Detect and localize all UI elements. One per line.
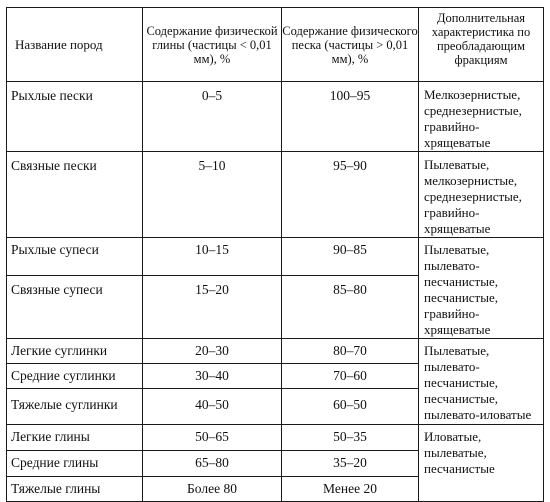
row-clay: 5–10 [142,151,282,238]
row-clay: 15–20 [142,274,282,340]
row-sand: 85–80 [281,274,419,340]
row-sand: 95–90 [281,151,419,238]
row-clay: 30–40 [142,363,282,389]
row-clay: 20–30 [142,338,282,364]
row-name: Тяжелые суглинки [6,388,143,425]
table-row: Связные супеси 15–20 85–80 [6,274,544,340]
row-clay: 50–65 [142,424,282,451]
row-clay: 0–5 [142,81,282,152]
table-row: Тяжелые суглинки 40–50 60–50 [6,388,544,425]
row-name: Легкие суглинки [6,338,143,364]
header-clay-content: Содержание физической глины (частицы < 0… [142,7,282,82]
table-header-row: Название пород Содержание физической гли… [6,7,544,82]
row-sand: 60–50 [281,388,419,425]
row-name: Тяжелые глины [6,476,143,502]
table-row: Рыхлые супеси 10–15 90–85 Пылеватые, пыл… [6,237,544,339]
desc-sandy-loams: Пылеватые, пылевато-песчанистые, песчани… [418,237,544,339]
row-clay: 65–80 [142,450,282,477]
row-name: Легкие глины [6,424,143,451]
row-sand: 70–60 [281,363,419,389]
row-sand: 50–35 [281,424,419,451]
desc-loams: Пылеватые, пылевато-песчанистые, песчани… [418,338,544,425]
desc-loose-sands: Мелкозернистые, среднезернистые, гравийн… [418,81,544,152]
desc-clays: Иловатые, пылеватые, песчанистые [418,424,544,502]
row-sand: 35–20 [281,450,419,477]
row-name: Средние глины [6,450,143,477]
table-row: Связные пески 5–10 95–90 Пылеватые, мелк… [6,151,544,238]
table-row: Средние суглинки 30–40 70–60 [6,363,544,389]
desc-cohesive-sands: Пылеватые, мелкозернистые, среднезернист… [418,151,544,238]
row-name: Рыхлые пески [6,81,143,152]
header-rock-name: Название пород [6,7,143,82]
row-sand: 90–85 [281,237,419,276]
soil-classification-table: Название пород Содержание физической гли… [6,7,544,502]
header-sand-content: Содержание физического песка (частицы > … [281,7,419,82]
row-clay: 10–15 [142,237,282,276]
row-sand: 80–70 [281,338,419,364]
row-name: Рыхлые супеси [6,237,143,276]
soil-classification-table-wrapper: Название пород Содержание физической гли… [6,7,544,502]
header-extra-characteristic: Дополнительная характеристика по преобла… [418,7,544,82]
row-name: Связные супеси [6,274,143,340]
row-clay: 40–50 [142,388,282,425]
row-clay: Более 80 [142,476,282,502]
table-row: Рыхлые пески 0–5 100–95 Мелкозернистые, … [6,81,544,152]
row-sand: Менее 20 [281,476,419,502]
table-row: Легкие глины 50–65 50–35 Иловатые, пылев… [6,424,544,502]
row-sand: 100–95 [281,81,419,152]
row-name: Средние суглинки [6,363,143,389]
table-row: Легкие суглинки 20–30 80–70 Пылеватые, п… [6,338,544,425]
row-name: Связные пески [6,151,143,238]
